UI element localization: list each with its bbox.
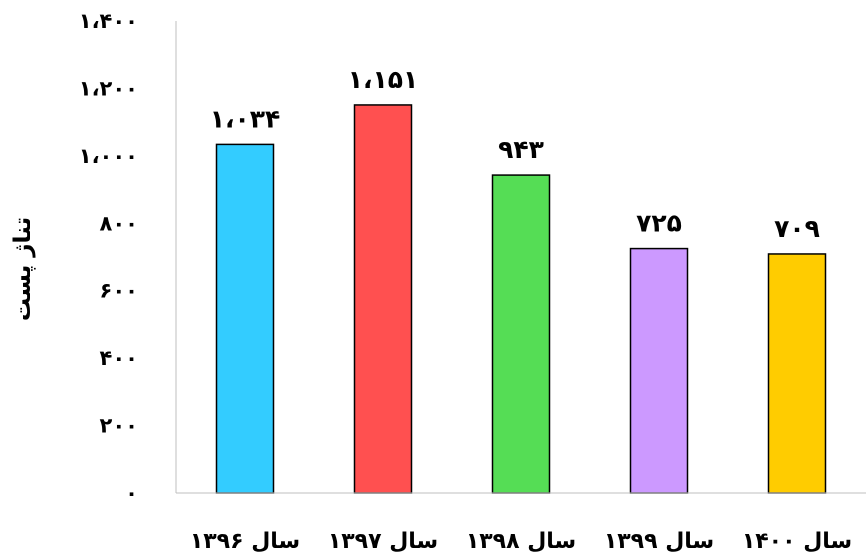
bar bbox=[215, 143, 275, 494]
x-category-label: سال ۱۳۹۹ bbox=[604, 529, 714, 554]
bar-value-label: ۹۴۳ bbox=[498, 135, 544, 164]
y-axis-title: تناژ پست bbox=[10, 217, 36, 321]
value-labels: ۱،۰۳۴ ۱،۱۵۱ ۹۴۳ ۷۲۵ ۷۰۹ bbox=[210, 65, 820, 243]
x-category-label: سال ۱۴۰۰ bbox=[742, 529, 852, 554]
bar bbox=[353, 104, 413, 494]
y-tick-label: ۱،۰۰۰ bbox=[79, 144, 138, 168]
y-tick-label: ۱،۴۰۰ bbox=[79, 9, 138, 33]
bar-value-label: ۷۰۹ bbox=[774, 214, 820, 243]
y-tick-label: ۴۰۰ bbox=[100, 346, 138, 370]
bar-value-label: ۱،۰۳۴ bbox=[210, 104, 281, 133]
bar bbox=[491, 174, 551, 494]
x-category-label: سال ۱۳۹۶ bbox=[190, 529, 300, 554]
x-axis-labels: سال ۱۳۹۶ سال ۱۳۹۷ سال ۱۳۹۸ سال ۱۳۹۹ سال ۱۴۰۰ bbox=[190, 529, 852, 554]
bar bbox=[767, 253, 827, 494]
x-category-label: سال ۱۳۹۸ bbox=[466, 529, 576, 554]
bar-value-label: ۷۲۵ bbox=[636, 209, 682, 238]
y-tick-label: ۰ bbox=[125, 481, 138, 505]
y-tick-label: ۸۰۰ bbox=[100, 211, 138, 235]
y-tick-label: ۶۰۰ bbox=[100, 279, 138, 303]
bar bbox=[629, 247, 689, 494]
y-tick-label: ۲۰۰ bbox=[100, 414, 138, 438]
y-tick-label: ۱،۲۰۰ bbox=[79, 76, 138, 100]
x-category-label: سال ۱۳۹۷ bbox=[328, 529, 438, 554]
y-axis-ticks: ۰ ۲۰۰ ۴۰۰ ۶۰۰ ۸۰۰ ۱،۰۰۰ ۱،۲۰۰ ۱،۴۰۰ bbox=[79, 9, 138, 505]
bars bbox=[215, 104, 827, 494]
bar-value-label: ۱،۱۵۱ bbox=[348, 65, 419, 94]
